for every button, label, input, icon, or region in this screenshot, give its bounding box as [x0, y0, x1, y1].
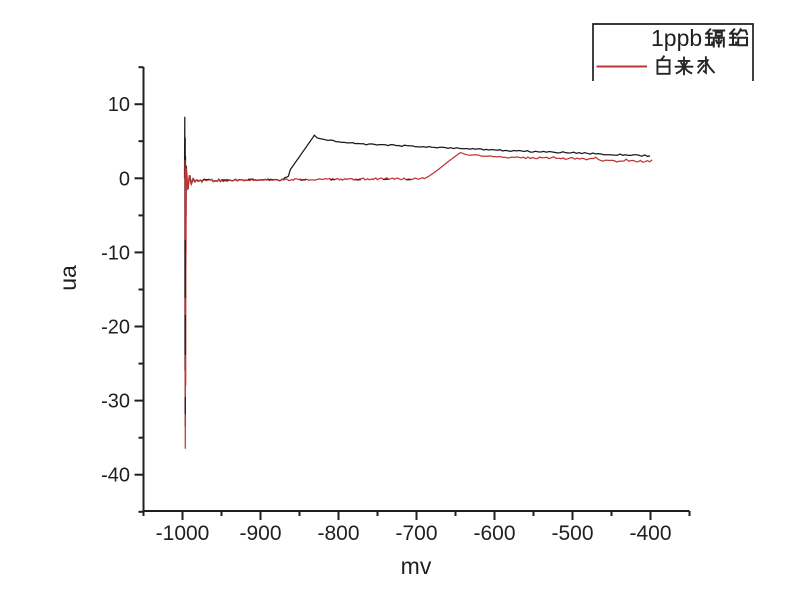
svg-text:-40: -40 [101, 465, 130, 487]
svg-text:-700: -700 [395, 522, 437, 545]
svg-text:mv: mv [401, 553, 432, 579]
svg-text:-30: -30 [101, 391, 130, 413]
svg-text:-500: -500 [551, 522, 593, 545]
svg-text:0: 0 [119, 168, 130, 190]
svg-text:1ppb: 1ppb [651, 25, 702, 51]
svg-text:-600: -600 [473, 522, 515, 545]
svg-text:ua: ua [55, 265, 81, 291]
svg-text:-800: -800 [317, 522, 359, 545]
svg-text:-400: -400 [629, 522, 671, 545]
svg-text:-20: -20 [101, 317, 130, 339]
svg-text:-900: -900 [239, 522, 281, 545]
svg-text:10: 10 [108, 94, 130, 116]
svg-text:-10: -10 [101, 242, 130, 264]
svg-text:-1000: -1000 [156, 522, 210, 545]
